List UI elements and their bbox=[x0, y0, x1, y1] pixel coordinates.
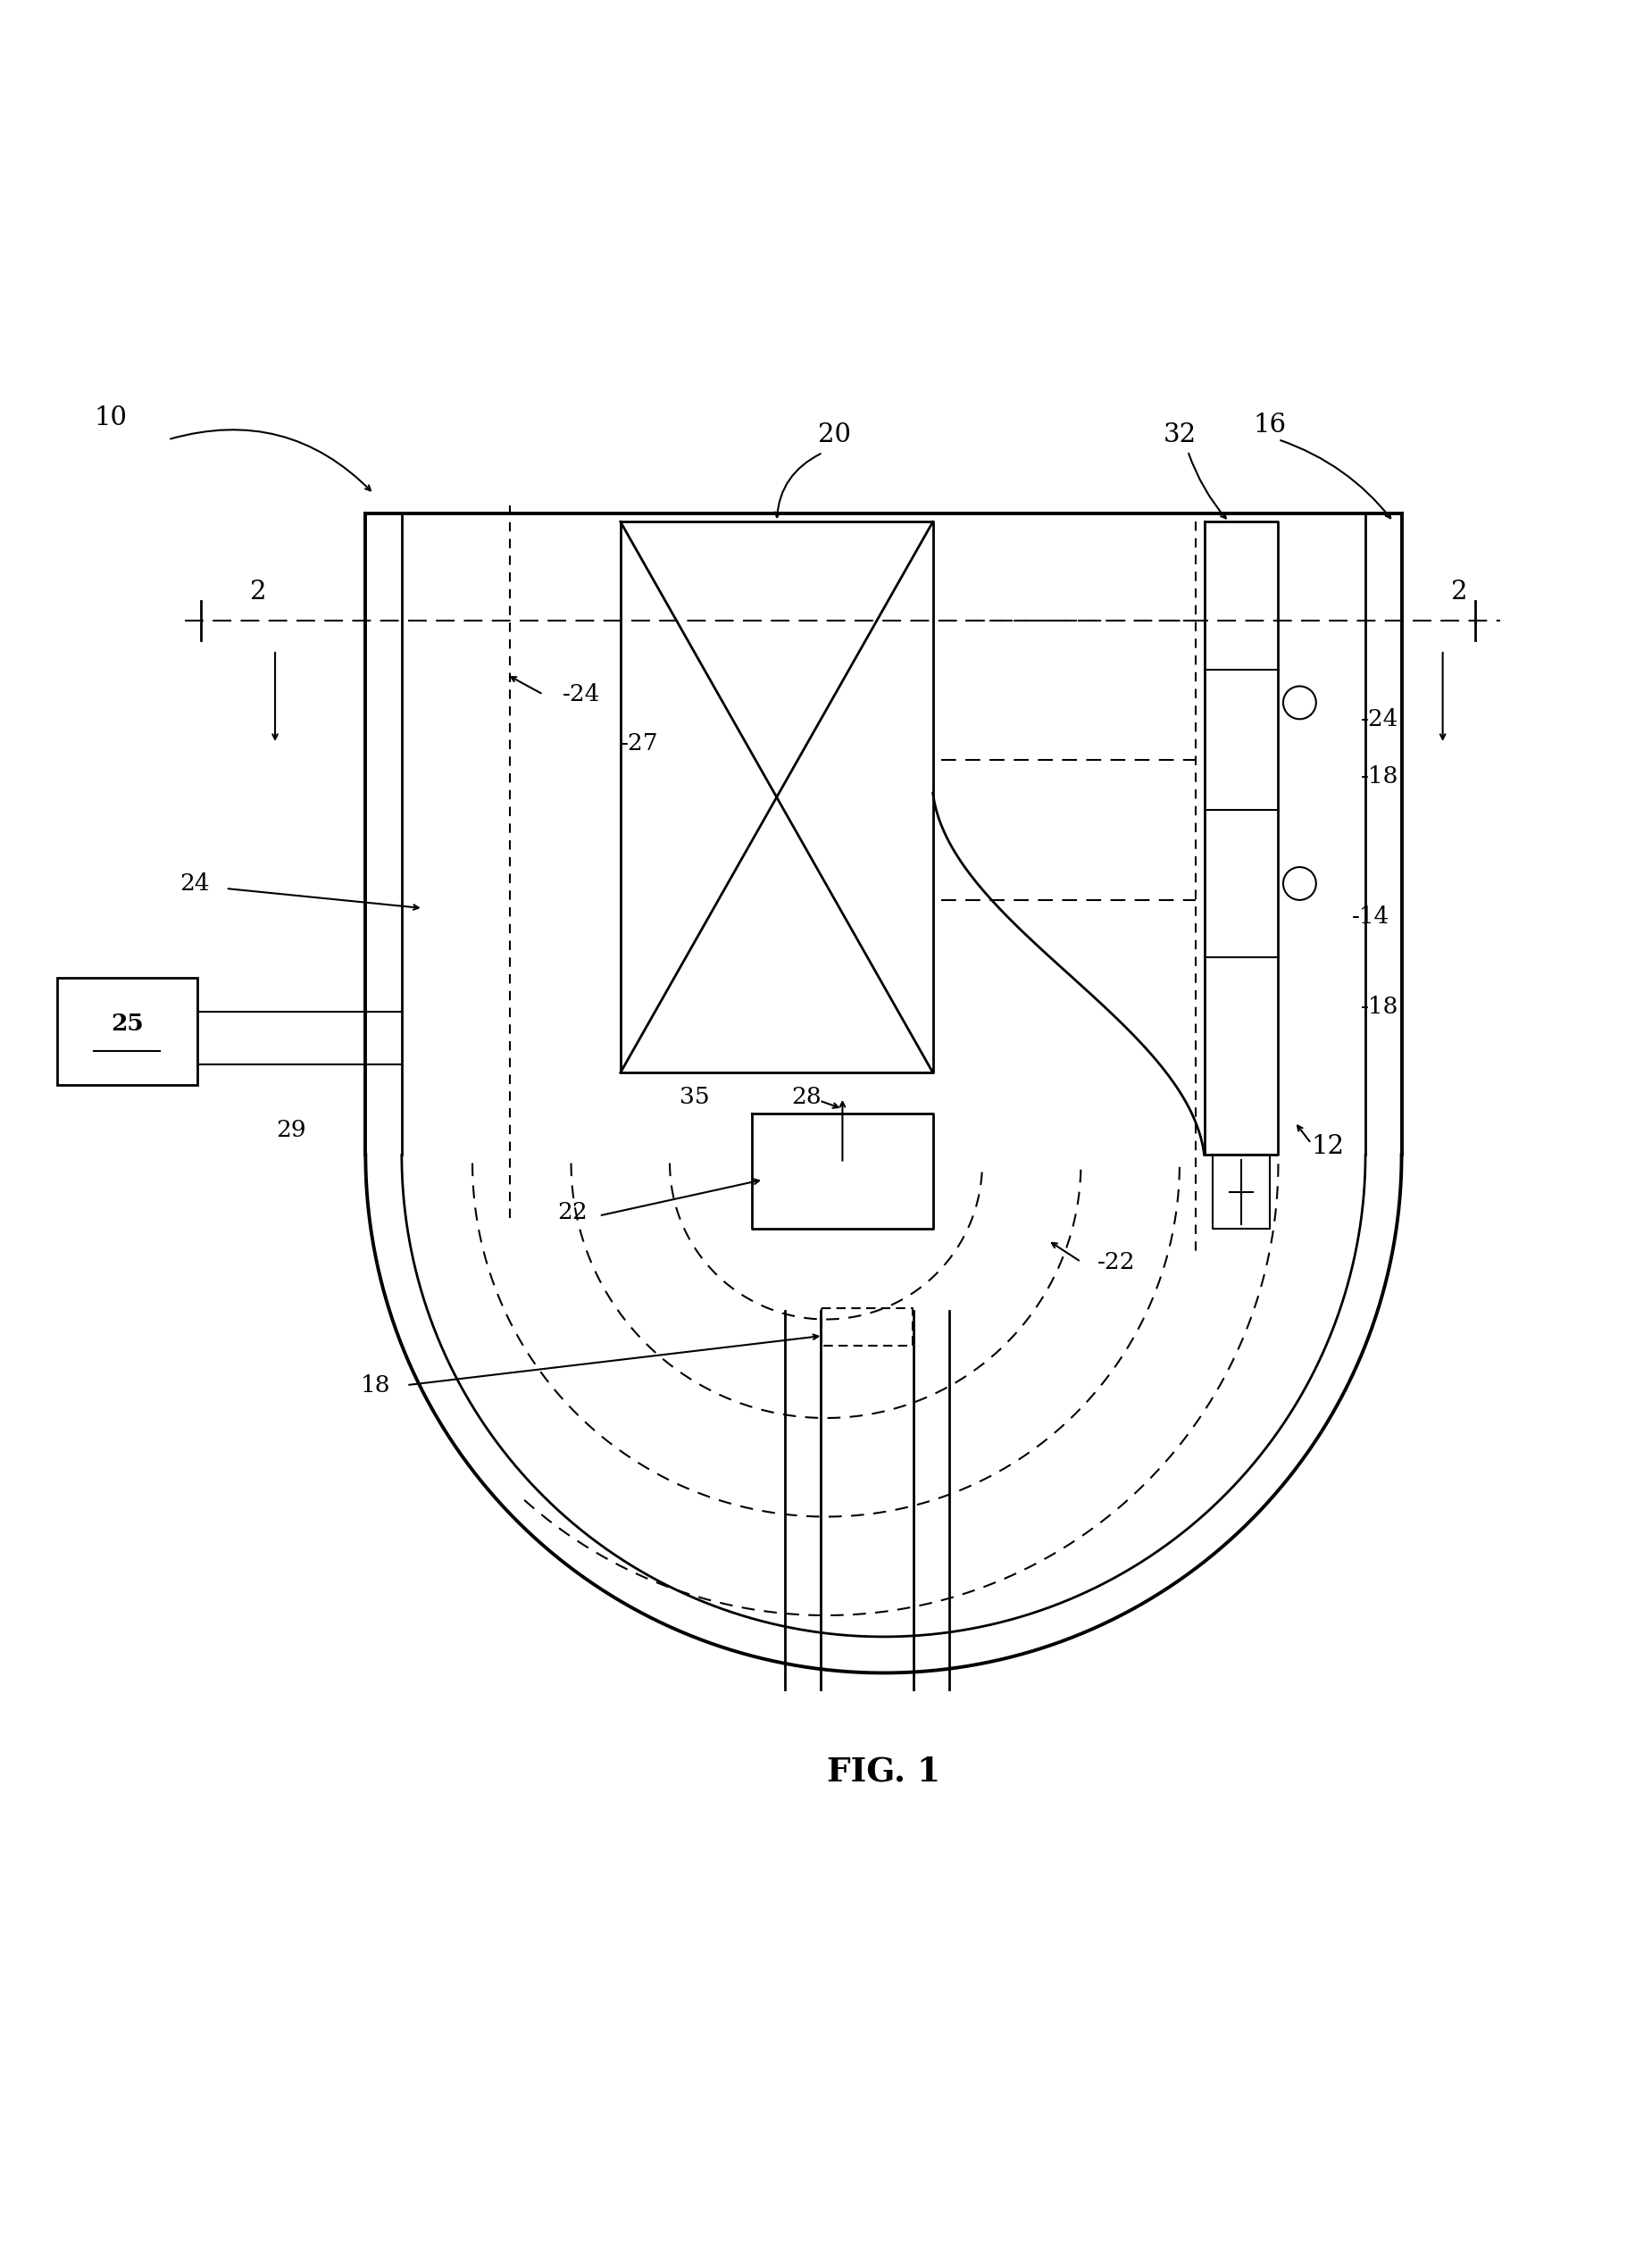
Text: -22: -22 bbox=[1097, 1250, 1135, 1272]
Text: -18: -18 bbox=[1361, 765, 1398, 788]
Text: 16: 16 bbox=[1254, 413, 1287, 438]
Text: 24: 24 bbox=[180, 873, 210, 895]
Text: 29: 29 bbox=[276, 1120, 307, 1142]
Text: -14: -14 bbox=[1353, 904, 1389, 927]
Text: FIG. 1: FIG. 1 bbox=[826, 1755, 940, 1788]
Text: 2: 2 bbox=[251, 579, 268, 606]
Text: 2: 2 bbox=[1450, 579, 1467, 606]
Text: -27: -27 bbox=[621, 732, 659, 754]
Bar bbox=[58, 978, 197, 1086]
Text: -24: -24 bbox=[563, 682, 601, 705]
Text: 28: 28 bbox=[791, 1086, 821, 1109]
Text: 32: 32 bbox=[1163, 422, 1196, 447]
Text: 18: 18 bbox=[360, 1373, 390, 1396]
Text: 20: 20 bbox=[818, 422, 851, 447]
Text: 25: 25 bbox=[111, 1012, 144, 1034]
Text: -18: -18 bbox=[1361, 996, 1398, 1019]
Text: 12: 12 bbox=[1312, 1133, 1345, 1160]
Text: -24: -24 bbox=[1361, 707, 1399, 729]
Text: 22: 22 bbox=[557, 1201, 588, 1223]
Text: 35: 35 bbox=[679, 1086, 709, 1109]
Text: 10: 10 bbox=[94, 406, 127, 431]
